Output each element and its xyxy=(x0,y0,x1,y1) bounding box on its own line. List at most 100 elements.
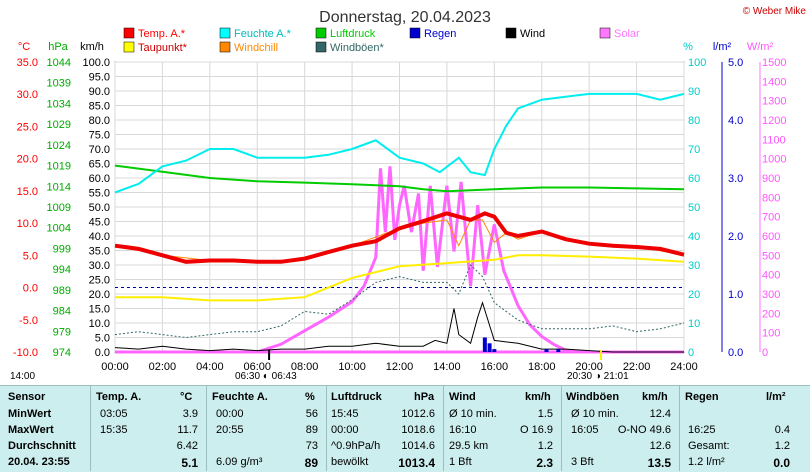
axis-unit-wind: km/h xyxy=(80,41,104,53)
rain-tick-label: 1.0 xyxy=(728,289,743,301)
wind-tick-label: 60.0 xyxy=(89,173,110,185)
legend-swatch xyxy=(315,41,327,53)
series-wind xyxy=(114,301,684,353)
legend-label: Temp. A.* xyxy=(138,28,186,40)
plot-area: 00:00 02:00 04:00 06:00 08:00 10:00 12:00 14:00… xyxy=(13,57,787,373)
sunrise-times: 06:30 ◐ 06:43 xyxy=(235,371,297,382)
wind-time: 16:10 xyxy=(449,424,477,436)
sunset-mark xyxy=(600,350,603,360)
wind-max: O 16.9 xyxy=(519,424,553,436)
pressure-tick-label: 1024 xyxy=(47,140,71,152)
wind-time: 29.5 km xyxy=(449,440,489,452)
temp-time: 03:05 xyxy=(100,408,128,420)
wind-time: Ø 10 min. xyxy=(449,408,497,420)
series-taupunkt xyxy=(115,254,685,302)
axis-unit-temp: °C xyxy=(18,41,30,53)
x-tick-label: 12:00 xyxy=(386,361,414,373)
humidity-tick-label: 60 xyxy=(688,173,700,185)
solar-tick-label: 700 xyxy=(762,212,780,224)
legend-swatch xyxy=(409,27,421,39)
x-tick-label: 08:00 xyxy=(291,361,319,373)
solar-tick-label: 1500 xyxy=(762,57,786,69)
humidity-tick-label: 80 xyxy=(688,115,700,127)
temp-tick-label: 25.0 xyxy=(17,121,38,133)
hum-time: 00:00 xyxy=(216,408,244,420)
pressure-tick-label: 974 xyxy=(53,347,71,359)
temp-value: 11.7 xyxy=(177,424,198,436)
hdr-hum: Feuchte A. xyxy=(212,391,268,403)
temp-tick-label: -5.0 xyxy=(19,315,38,327)
x-tick-label: 10:00 xyxy=(338,361,366,373)
solar-tick-label: 1100 xyxy=(762,134,786,146)
temp-tick-label: 30.0 xyxy=(17,89,38,101)
wind-tick-label: 55.0 xyxy=(89,188,110,200)
solar-tick-label: 1300 xyxy=(762,96,786,108)
gust-time: 16:05 xyxy=(571,424,599,436)
gust-value: 12.4 xyxy=(649,408,671,420)
x-tick-label: 04:00 xyxy=(196,361,224,373)
rain-value: 0.4 xyxy=(774,424,790,436)
humidity-tick-label: 100 xyxy=(688,57,706,69)
hdr-wind: Wind xyxy=(449,391,476,403)
solar-tick-label: 1000 xyxy=(762,154,786,166)
hum-value: 56 xyxy=(305,408,318,420)
gust-time: 3 Bft xyxy=(571,456,594,468)
axis-unit-rain: l/m² xyxy=(713,41,732,53)
pressure-tick-label: 984 xyxy=(53,306,71,318)
pressure-tick-label: 1034 xyxy=(47,98,71,110)
credit-label: © Weber Mike xyxy=(743,6,807,17)
wind-tick-label: 70.0 xyxy=(89,144,110,156)
temp-value: 3.9 xyxy=(182,408,198,420)
legend-label: Windböen* xyxy=(330,42,385,54)
press-value: 1014.6 xyxy=(401,440,435,452)
legend-label: Regen xyxy=(424,28,456,40)
wind-value: 1.5 xyxy=(537,408,553,420)
rain-bar xyxy=(544,349,549,352)
hdr-hum-unit: % xyxy=(305,391,315,403)
wind-time: 1 Bft xyxy=(449,456,472,468)
row-label: Durchschnitt xyxy=(8,440,76,452)
pressure-tick-label: 999 xyxy=(53,243,71,255)
wind-tick-label: 30.0 xyxy=(89,260,110,272)
humidity-tick-label: 10 xyxy=(688,318,700,330)
x-tick-label: 16:00 xyxy=(481,361,509,373)
row-label: 20.04. 23:55 xyxy=(8,456,70,468)
legend-label: Feuchte A.* xyxy=(234,28,292,40)
wind-tick-label: 10.0 xyxy=(89,318,110,330)
hum-time: 20:55 xyxy=(216,424,244,436)
gust-time: Ø 10 min. xyxy=(571,408,619,420)
press-time: ^0.9hPa/h xyxy=(331,440,381,452)
hdr-temp-unit: °C xyxy=(180,391,193,403)
wind-tick-label: 95.0 xyxy=(89,72,110,84)
press-time: bewölkt xyxy=(331,456,369,468)
humidity-tick-label: 50 xyxy=(688,202,700,214)
sunset-icon: ◑ xyxy=(594,371,601,382)
humidity-tick-label: 40 xyxy=(688,231,700,243)
pressure-tick-label: 994 xyxy=(53,264,71,276)
series-luftdruck xyxy=(114,164,685,193)
pressure-tick-label: 979 xyxy=(53,326,71,338)
wind-tick-label: 50.0 xyxy=(89,202,110,214)
wind-tick-label: 20.0 xyxy=(89,289,110,301)
temp-tick-label: 35.0 xyxy=(17,57,38,69)
legend-label: Solar xyxy=(614,28,640,40)
legend-swatch xyxy=(599,27,611,39)
legend-swatch xyxy=(123,41,135,53)
pressure-tick-label: 1044 xyxy=(47,57,71,69)
legend-swatch xyxy=(123,27,135,39)
press-time: 15:45 xyxy=(331,408,359,420)
gust-value: 13.5 xyxy=(647,456,671,470)
hdr-gust: Windböen xyxy=(566,391,620,403)
temp-value: 6.42 xyxy=(176,440,198,452)
legend-swatch xyxy=(219,27,231,39)
hum-value: 89 xyxy=(305,424,318,436)
x-tick-label: 02:00 xyxy=(149,361,177,373)
pressure-tick-label: 1019 xyxy=(47,161,71,173)
axis-units: °C hPa km/h% l/m² W/m² xyxy=(18,41,774,53)
hum-value: 89 xyxy=(304,456,318,470)
axis-unit-solar: W/m² xyxy=(747,41,774,53)
rain-tick-label: 3.0 xyxy=(728,173,743,185)
x-tick-label: 20:00 xyxy=(575,361,603,373)
humidity-tick-label: 90 xyxy=(688,86,700,98)
wind-value: 1.2 xyxy=(537,440,553,452)
